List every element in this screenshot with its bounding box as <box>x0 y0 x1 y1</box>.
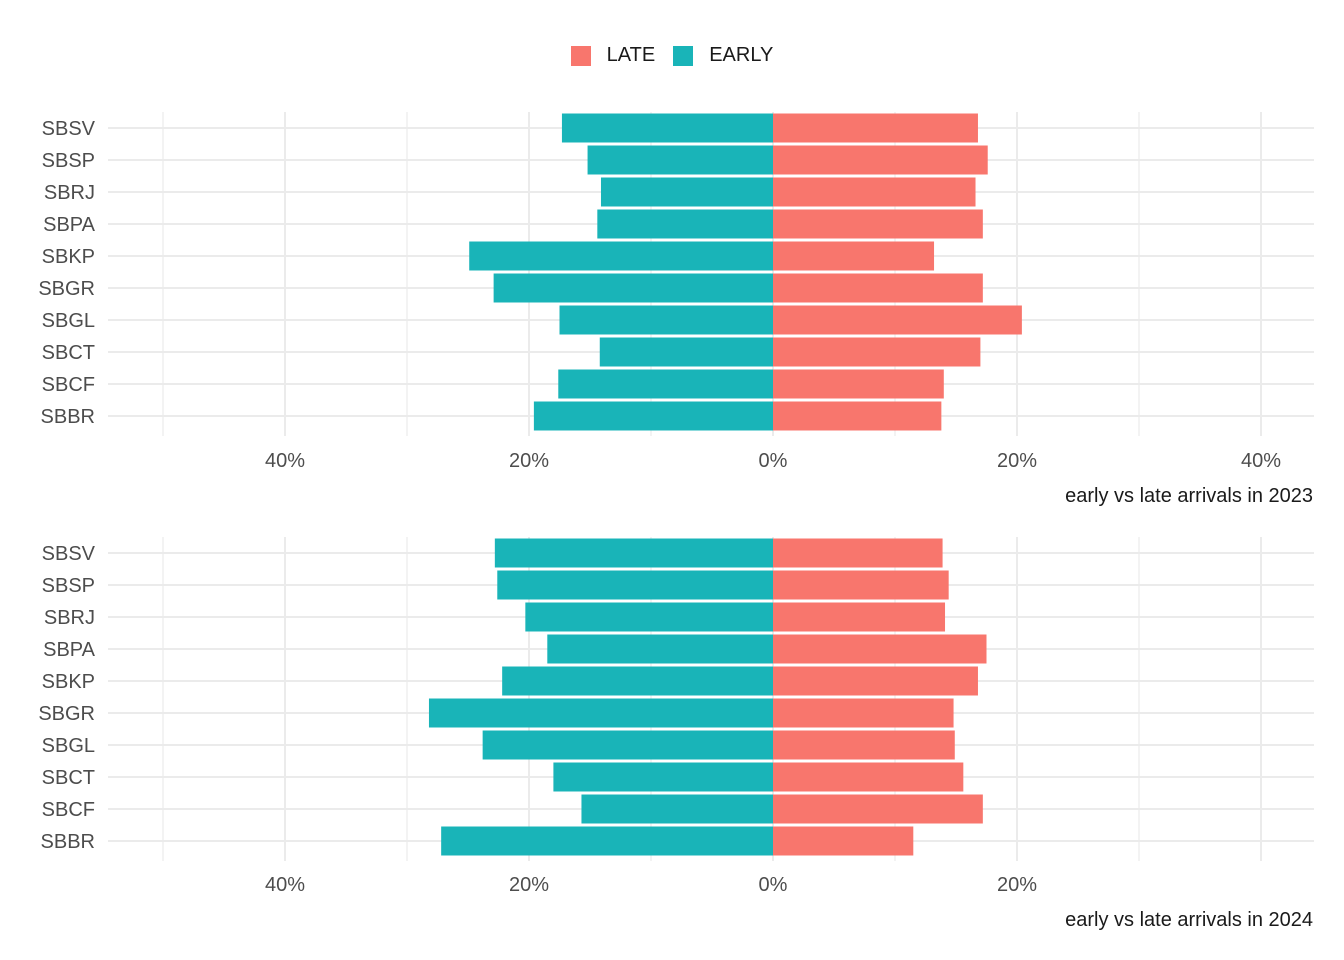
bar-early-sbpa <box>547 634 773 664</box>
bar-early-sbgr <box>428 698 773 728</box>
legend-label-late: LATE <box>606 44 656 66</box>
bar-late-sbsv <box>773 113 978 143</box>
legend-swatch-late <box>570 45 591 66</box>
bar-late-sbct <box>773 337 981 367</box>
bar-late-sbkp <box>773 241 935 271</box>
category-label: SBRJ <box>44 607 95 629</box>
category-label: SBSV <box>42 118 96 140</box>
x-tick-label: 20% <box>509 874 549 896</box>
category-label: SBPA <box>43 214 96 236</box>
bar-late-sbgr <box>773 698 954 728</box>
bar-late-sbgl <box>773 305 1022 335</box>
category-label: SBGL <box>42 735 95 757</box>
panel-2023: SBSV SBSP SBRJ SBPA SBKP SBGR SBGL SBCT SBCF SBBR… <box>38 112 1314 507</box>
bar-early-sbcf <box>558 369 773 399</box>
bar-early-sbrj <box>525 602 773 632</box>
x-tick-label: 0% <box>759 874 788 896</box>
category-label: SBCT <box>42 767 95 789</box>
category-label: SBCF <box>42 799 95 821</box>
x-tick-label: 0% <box>759 450 788 472</box>
bar-early-sbsp <box>497 570 773 600</box>
bar-late-sbsp <box>773 145 988 175</box>
bar-late-sbbr <box>773 826 914 856</box>
category-label: SBCF <box>42 374 95 396</box>
bar-early-sbgl <box>482 730 773 760</box>
bar-late-sbgl <box>773 730 955 760</box>
bar-late-sbgr <box>773 273 983 303</box>
x-tick-label: 20% <box>509 450 549 472</box>
panel-caption: early vs late arrivals in 2023 <box>1065 485 1313 507</box>
category-label: SBSP <box>42 575 95 597</box>
bar-late-sbkp <box>773 666 978 696</box>
category-label: SBGL <box>42 310 95 332</box>
bar-late-sbpa <box>773 634 987 664</box>
bar-late-sbrj <box>773 177 976 207</box>
bar-late-sbrj <box>773 602 946 632</box>
bar-early-sbbr <box>441 826 773 856</box>
legend: LATE EARLY <box>0 44 1344 67</box>
panel-2024: SBSV SBSP SBRJ SBPA SBKP SBGR SBGL SBCT SBCF SBBR… <box>38 537 1314 931</box>
bar-early-sbsv <box>561 113 773 143</box>
category-label: SBBR <box>41 831 95 853</box>
bar-late-sbbr <box>773 401 942 431</box>
legend-item-late: LATE <box>570 44 656 67</box>
category-label: SBBR <box>41 406 95 428</box>
bar-early-sbpa <box>597 209 773 239</box>
legend-item-early: EARLY <box>673 44 773 67</box>
x-tick-label: 20% <box>997 874 1037 896</box>
bar-late-sbcf <box>773 794 983 824</box>
bar-early-sbsp <box>587 145 773 175</box>
x-tick-label: 40% <box>265 450 305 472</box>
category-label: SBSP <box>42 150 95 172</box>
bar-early-sbrj <box>600 177 773 207</box>
category-label: SBKP <box>42 246 95 268</box>
x-tick-label: 40% <box>265 874 305 896</box>
bar-late-sbpa <box>773 209 983 239</box>
bar-late-sbsv <box>773 538 943 568</box>
category-label: SBRJ <box>44 182 95 204</box>
bar-early-sbct <box>599 337 773 367</box>
category-label: SBCT <box>42 342 95 364</box>
bar-early-sbgl <box>559 305 773 335</box>
bar-early-sbbr <box>533 401 773 431</box>
category-label: SBGR <box>38 703 95 725</box>
bar-early-sbgr <box>493 273 773 303</box>
bar-early-sbkp <box>469 241 773 271</box>
panel-caption: early vs late arrivals in 2024 <box>1065 909 1313 931</box>
bar-late-sbct <box>773 762 964 792</box>
category-label: SBSV <box>42 543 96 565</box>
category-label: SBGR <box>38 278 95 300</box>
bar-early-sbct <box>553 762 773 792</box>
bar-early-sbsv <box>494 538 773 568</box>
x-tick-label: 40% <box>1241 450 1281 472</box>
legend-label-early: EARLY <box>709 44 774 66</box>
bar-early-sbkp <box>502 666 773 696</box>
bar-late-sbcf <box>773 369 944 399</box>
category-label: SBPA <box>43 639 96 661</box>
legend-swatch-early <box>673 45 694 66</box>
category-label: SBKP <box>42 671 95 693</box>
x-tick-label: 20% <box>997 450 1037 472</box>
bar-late-sbsp <box>773 570 949 600</box>
bar-early-sbcf <box>581 794 773 824</box>
